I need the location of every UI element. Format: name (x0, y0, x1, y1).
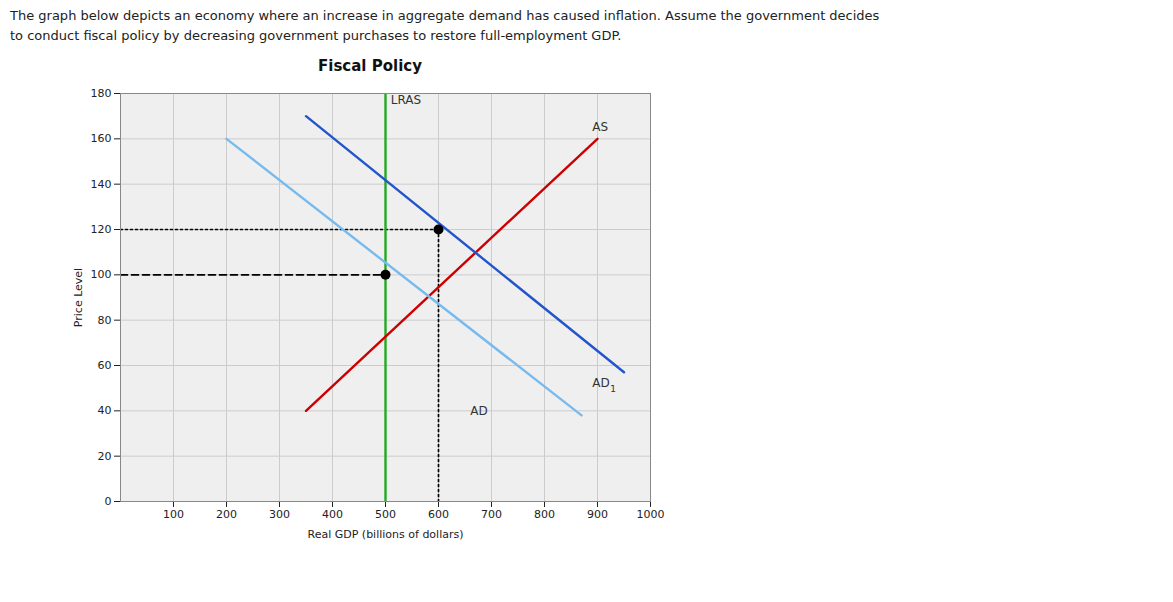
svg-text:900: 900 (587, 508, 608, 521)
svg-text:AS: AS (592, 120, 608, 134)
svg-text:Real GDP (billions of dollars): Real GDP (billions of dollars) (308, 528, 464, 541)
svg-text:40: 40 (98, 404, 112, 417)
svg-text:120: 120 (91, 223, 112, 236)
svg-text:400: 400 (322, 508, 343, 521)
svg-text:100: 100 (91, 268, 112, 281)
svg-text:200: 200 (216, 508, 237, 521)
svg-text:700: 700 (481, 508, 502, 521)
svg-text:20: 20 (98, 450, 112, 463)
html-text:Fiscal Policy: Fiscal Policy (318, 57, 422, 75)
svg-text:1: 1 (610, 384, 616, 394)
svg-text:800: 800 (534, 508, 555, 521)
svg-text:Price Level: Price Level (72, 268, 85, 327)
svg-text:300: 300 (269, 508, 290, 521)
svg-text:1000: 1000 (637, 508, 665, 521)
svg-text:LRAS: LRAS (391, 93, 421, 107)
svg-text:80: 80 (98, 314, 112, 327)
svg-text:AD: AD (592, 376, 609, 390)
svg-text:500: 500 (375, 508, 396, 521)
html-text:The graph below depicts an eco: The graph below depicts an economy where… (10, 8, 880, 43)
svg-text:180: 180 (91, 87, 112, 100)
svg-text:100: 100 (163, 508, 184, 521)
svg-text:160: 160 (91, 132, 112, 145)
svg-text:600: 600 (428, 508, 449, 521)
svg-text:AD: AD (470, 404, 487, 418)
svg-text:140: 140 (91, 178, 112, 191)
svg-text:0: 0 (105, 495, 112, 508)
svg-text:60: 60 (98, 359, 112, 372)
